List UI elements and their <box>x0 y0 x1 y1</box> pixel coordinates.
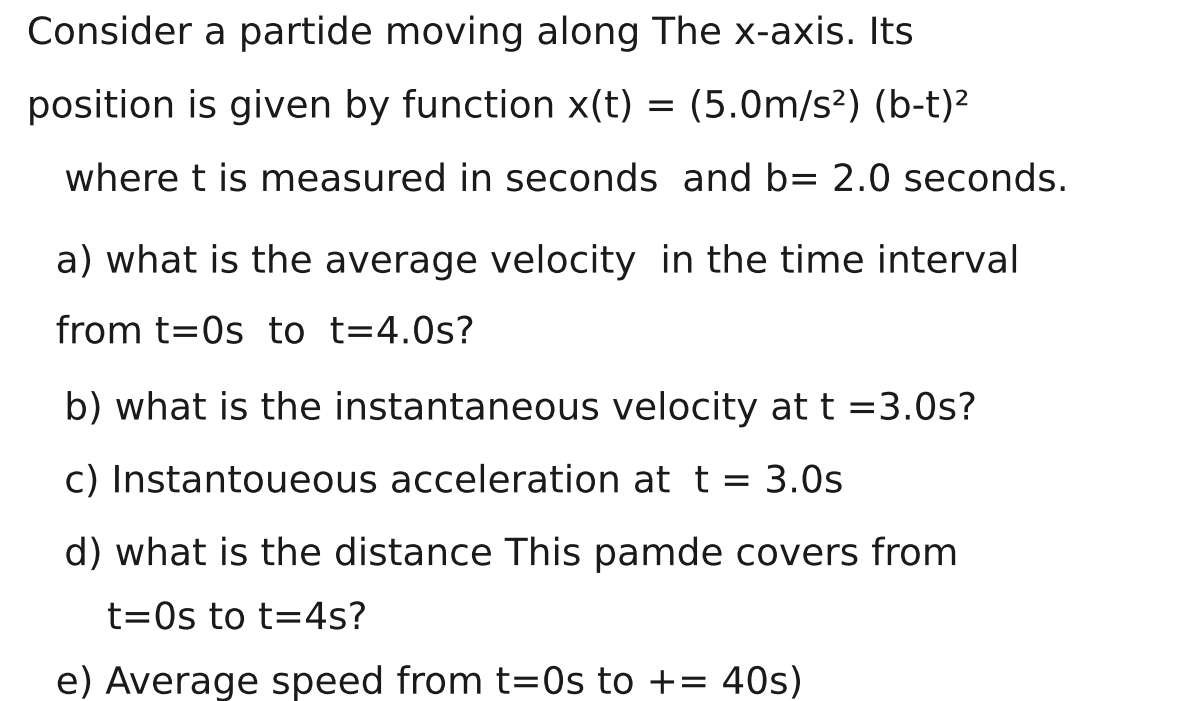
Text: position is given by function x(t) = (5.0m/s²) (b-t)²: position is given by function x(t) = (5.… <box>26 90 968 125</box>
Text: from t=0s  to  t=4.0s?: from t=0s to t=4.0s? <box>55 315 474 351</box>
Text: c) Instantoueous acceleration at  t = 3.0s: c) Instantoueous acceleration at t = 3.0… <box>65 464 842 501</box>
Text: e) Average speed from t=0s to += 40s): e) Average speed from t=0s to += 40s) <box>55 666 803 701</box>
Text: d) what is the distance This pamde covers from: d) what is the distance This pamde cover… <box>65 537 958 573</box>
Text: a) what is the average velocity  in the time interval: a) what is the average velocity in the t… <box>55 245 1019 280</box>
Text: t=0s to t=4s?: t=0s to t=4s? <box>107 601 367 637</box>
Text: Consider a partide moving along The x-axis. Its: Consider a partide moving along The x-ax… <box>26 16 913 52</box>
Text: b) what is the instantaneous velocity at t =3.0s?: b) what is the instantaneous velocity at… <box>65 392 976 428</box>
Text: where t is measured in seconds  and b= 2.0 seconds.: where t is measured in seconds and b= 2.… <box>65 163 1068 199</box>
